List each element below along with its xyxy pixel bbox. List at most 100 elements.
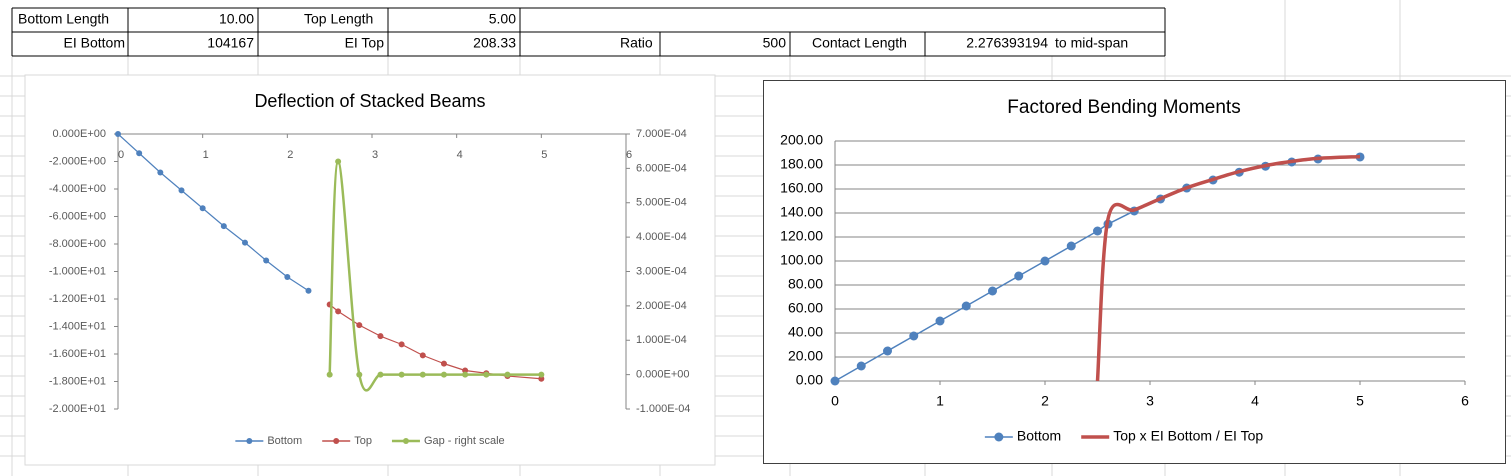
y-tick-label: -1.200E+01 bbox=[49, 293, 106, 305]
data-point bbox=[440, 371, 447, 378]
data-point bbox=[856, 361, 866, 371]
x-tick-label: 4 bbox=[457, 149, 463, 161]
y-tick-label: -1.600E+01 bbox=[49, 348, 106, 360]
data-point bbox=[1040, 256, 1050, 266]
legend: Bottom Top x EI Bottom / EI Top bbox=[984, 428, 1263, 444]
y-tick-label: -2.000E+01 bbox=[49, 403, 106, 415]
legend: Bottom Top Gap - right scale bbox=[235, 435, 505, 447]
data-point bbox=[830, 376, 840, 386]
y-tick-label: -6.000E+00 bbox=[49, 210, 106, 222]
cell: Top Length bbox=[304, 11, 373, 27]
legend-marker bbox=[994, 432, 1004, 442]
data-point bbox=[1066, 241, 1076, 251]
cell: 5.00 bbox=[489, 11, 516, 27]
y2-tick-label: 4.000E-04 bbox=[636, 231, 687, 243]
series-line bbox=[1095, 154, 1361, 382]
legend-item: Bottom bbox=[235, 435, 302, 447]
data-point bbox=[1093, 226, 1102, 236]
y-tick-label: 120.00 bbox=[780, 228, 823, 244]
cell: to mid-span bbox=[1055, 35, 1128, 51]
legend-label: Top bbox=[354, 435, 372, 447]
data-point bbox=[326, 371, 333, 378]
y2-tick-label: 3.000E-04 bbox=[636, 265, 687, 277]
x-tick-label: 6 bbox=[626, 149, 632, 161]
y-tick-label: -8.000E+00 bbox=[49, 238, 106, 250]
data-point bbox=[419, 352, 426, 359]
x-tick-label: 3 bbox=[372, 149, 378, 161]
data-point bbox=[377, 371, 384, 378]
y2-tick-label: -1.000E-04 bbox=[636, 403, 690, 415]
chart-title: Factored Bending Moments bbox=[1007, 97, 1240, 118]
data-point bbox=[356, 371, 363, 378]
y2-tick-label: 7.000E-04 bbox=[636, 128, 687, 140]
legend-marker bbox=[246, 438, 253, 444]
x-tick-label: 3 bbox=[1146, 393, 1154, 409]
data-point bbox=[115, 131, 121, 137]
data-point bbox=[961, 301, 971, 311]
legend-label: Bottom bbox=[1017, 428, 1061, 444]
data-point bbox=[242, 239, 248, 246]
x-tick-label: 6 bbox=[1461, 393, 1469, 409]
data-point bbox=[483, 371, 490, 378]
data-point bbox=[1014, 271, 1024, 281]
data-point bbox=[136, 150, 143, 157]
y-tick-label: -2.000E+00 bbox=[49, 155, 106, 167]
data-point bbox=[419, 371, 426, 378]
cell: EI Top bbox=[345, 35, 385, 51]
data-point bbox=[462, 371, 469, 378]
data-point bbox=[398, 371, 405, 378]
y-tick-label: 20.00 bbox=[788, 348, 823, 364]
data-point bbox=[178, 187, 185, 194]
y-tick-label: 40.00 bbox=[788, 324, 823, 340]
data-point bbox=[883, 346, 892, 356]
data-point bbox=[220, 223, 227, 230]
data-point bbox=[909, 331, 919, 341]
cell: Contact Length bbox=[812, 35, 907, 51]
cell: Bottom Length bbox=[18, 11, 109, 27]
y2-tick-label: 1.000E-04 bbox=[636, 334, 687, 346]
legend-label: Bottom bbox=[267, 435, 302, 447]
x-tick-label: 2 bbox=[287, 149, 293, 161]
x-tick-label: 1 bbox=[936, 393, 944, 409]
y-tick-label: 140.00 bbox=[780, 204, 823, 220]
y-tick-label: 0.00 bbox=[796, 372, 823, 388]
y-tick-label: -1.800E+01 bbox=[49, 375, 106, 387]
x-tick-label: 2 bbox=[1041, 393, 1049, 409]
x-tick-label: 4 bbox=[1251, 393, 1259, 409]
cell: Ratio bbox=[620, 35, 653, 51]
y-tick-label: 160.00 bbox=[780, 180, 823, 196]
y-tick-label: -1.000E+01 bbox=[49, 265, 106, 277]
legend-item: Gap - right scale bbox=[391, 435, 505, 447]
x-tick-label: 0 bbox=[831, 393, 839, 409]
x-tick-label: 5 bbox=[541, 149, 547, 161]
data-point bbox=[538, 371, 545, 378]
data-point bbox=[335, 308, 342, 315]
data-point bbox=[462, 367, 469, 374]
data-point bbox=[538, 375, 545, 382]
cell: 10.00 bbox=[219, 11, 254, 27]
legend-item: Top bbox=[322, 435, 372, 447]
data-point bbox=[284, 274, 291, 280]
chart-area bbox=[763, 80, 1506, 464]
y-tick-label: -1.400E+01 bbox=[49, 320, 106, 332]
legend-item: Bottom bbox=[984, 428, 1061, 444]
data-point bbox=[157, 169, 164, 176]
data-point bbox=[263, 257, 270, 264]
y2-tick-label: 5.000E-04 bbox=[636, 197, 687, 209]
cell: 208.33 bbox=[473, 35, 516, 51]
chart-area bbox=[24, 74, 716, 466]
data-point bbox=[335, 158, 342, 165]
cell: 104167 bbox=[207, 35, 254, 51]
chart-title: Deflection of Stacked Beams bbox=[254, 91, 485, 111]
cell: 2.276393194 bbox=[966, 35, 1048, 51]
legend-label: Gap - right scale bbox=[424, 435, 505, 447]
x-tick-label: 1 bbox=[203, 149, 209, 161]
y-tick-label: 0.000E+00 bbox=[52, 128, 106, 140]
y-tick-label: 200.00 bbox=[780, 132, 823, 148]
data-point bbox=[305, 287, 312, 294]
y2-tick-label: 6.000E-04 bbox=[636, 162, 687, 174]
legend-item: Top x EI Bottom / EI Top bbox=[1081, 428, 1263, 444]
y2-tick-label: 0.000E+00 bbox=[636, 369, 690, 381]
y-tick-label: 180.00 bbox=[780, 156, 823, 172]
